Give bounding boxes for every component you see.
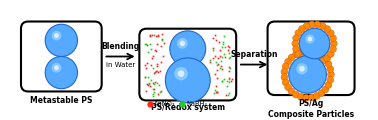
Circle shape xyxy=(330,40,337,47)
Circle shape xyxy=(327,71,334,78)
Circle shape xyxy=(295,30,302,37)
Circle shape xyxy=(305,34,314,44)
Circle shape xyxy=(174,67,188,80)
Circle shape xyxy=(308,37,312,41)
Circle shape xyxy=(325,81,332,88)
Circle shape xyxy=(322,86,329,93)
Circle shape xyxy=(54,33,59,38)
Circle shape xyxy=(299,66,305,72)
Circle shape xyxy=(177,38,188,49)
Circle shape xyxy=(314,21,321,28)
FancyBboxPatch shape xyxy=(268,21,355,95)
Circle shape xyxy=(288,54,295,61)
Circle shape xyxy=(303,23,310,29)
Circle shape xyxy=(293,91,299,98)
Circle shape xyxy=(293,46,299,52)
Circle shape xyxy=(292,40,299,47)
Circle shape xyxy=(330,35,336,42)
Circle shape xyxy=(180,41,185,46)
Circle shape xyxy=(299,55,305,62)
Circle shape xyxy=(303,48,310,55)
Text: NaBH₄: NaBH₄ xyxy=(186,101,207,107)
Circle shape xyxy=(324,26,331,32)
Circle shape xyxy=(308,21,315,28)
FancyBboxPatch shape xyxy=(139,29,236,100)
Circle shape xyxy=(319,23,326,29)
Circle shape xyxy=(293,35,299,42)
Circle shape xyxy=(327,51,334,57)
Text: in Water: in Water xyxy=(106,62,135,68)
Circle shape xyxy=(327,30,334,37)
Circle shape xyxy=(288,88,295,95)
FancyBboxPatch shape xyxy=(21,21,102,91)
Circle shape xyxy=(289,56,327,93)
Circle shape xyxy=(52,63,61,73)
Circle shape xyxy=(308,48,315,55)
Circle shape xyxy=(330,46,336,52)
Circle shape xyxy=(165,58,210,103)
Circle shape xyxy=(299,28,330,59)
Circle shape xyxy=(52,31,61,40)
Circle shape xyxy=(327,66,334,72)
Circle shape xyxy=(281,68,288,75)
Circle shape xyxy=(303,94,310,101)
Circle shape xyxy=(45,24,77,57)
Circle shape xyxy=(314,59,321,66)
Text: PS/Ag
Composite Particles: PS/Ag Composite Particles xyxy=(268,99,354,119)
Circle shape xyxy=(296,63,308,74)
Circle shape xyxy=(282,79,289,86)
Circle shape xyxy=(178,70,184,77)
Circle shape xyxy=(318,90,325,97)
Text: Separation: Separation xyxy=(230,50,278,59)
Circle shape xyxy=(297,93,304,100)
Circle shape xyxy=(297,49,304,56)
Circle shape xyxy=(285,84,291,91)
Text: AgNO₃: AgNO₃ xyxy=(154,101,175,107)
Circle shape xyxy=(293,51,299,58)
Circle shape xyxy=(325,61,332,67)
Circle shape xyxy=(322,56,329,63)
Circle shape xyxy=(319,58,326,65)
Circle shape xyxy=(313,92,320,99)
Circle shape xyxy=(327,76,334,83)
Circle shape xyxy=(308,94,315,101)
Circle shape xyxy=(45,56,77,89)
Circle shape xyxy=(303,58,310,65)
Circle shape xyxy=(54,65,59,70)
Circle shape xyxy=(308,59,315,66)
Text: PS/Redox system: PS/Redox system xyxy=(151,103,225,112)
Circle shape xyxy=(170,31,206,67)
Text: Blending: Blending xyxy=(101,42,139,51)
Circle shape xyxy=(313,50,320,56)
Circle shape xyxy=(318,52,325,59)
Circle shape xyxy=(295,51,302,57)
Text: Metastable PS: Metastable PS xyxy=(30,96,93,105)
Circle shape xyxy=(282,63,289,70)
Circle shape xyxy=(281,74,288,81)
Circle shape xyxy=(324,55,331,62)
Circle shape xyxy=(285,58,291,65)
Circle shape xyxy=(299,26,305,32)
